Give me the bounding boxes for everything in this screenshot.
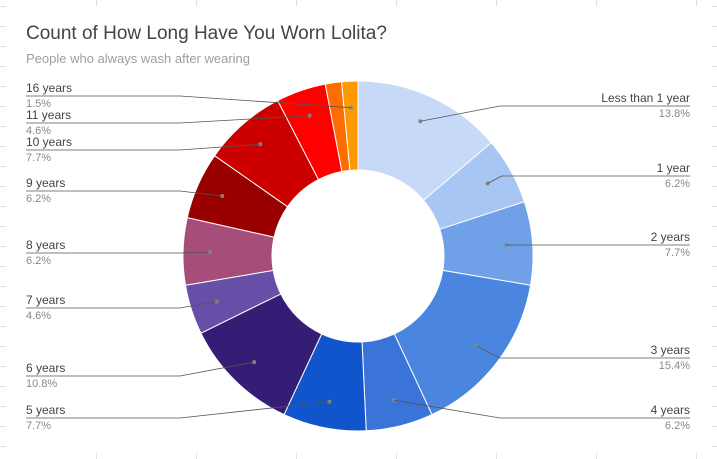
- slice-percent-label: 7.7%: [665, 247, 690, 259]
- slice-label: 1 year: [657, 161, 690, 175]
- donut-slice-3-years[interactable]: [393, 269, 532, 416]
- slice-percent-label: 4.6%: [26, 125, 51, 137]
- slice-percent-label: 10.8%: [26, 378, 57, 390]
- slice-percent-label: 15.4%: [659, 360, 690, 372]
- leader-line: [26, 301, 217, 309]
- leader-line: [26, 95, 352, 109]
- donut-slice-16-years[interactable]: [341, 80, 359, 171]
- leader-line: [26, 143, 261, 151]
- slice-percent-label: 13.8%: [659, 108, 690, 120]
- leader-line: [26, 115, 310, 124]
- slice-percent-label: 6.2%: [665, 178, 690, 190]
- slice-label: 7 years: [26, 293, 65, 307]
- chart-title: Count of How Long Have You Worn Lolita?: [26, 23, 387, 44]
- slice-percent-label: 6.2%: [26, 255, 51, 267]
- slice-label: 10 years: [26, 135, 72, 149]
- slice-percent-label: 6.2%: [26, 193, 51, 205]
- slice-label: 3 years: [651, 343, 690, 357]
- slice-percent-label: 7.7%: [26, 152, 51, 164]
- slice-label: Less than 1 year: [601, 91, 690, 105]
- chart-subtitle: People who always wash after wearing: [26, 51, 251, 66]
- slice-label: 6 years: [26, 361, 65, 375]
- slice-percent-label: 7.7%: [26, 420, 51, 432]
- slice-label: 16 years: [26, 81, 72, 95]
- slice-percent-label: 4.6%: [26, 310, 51, 322]
- slice-percent-label: 6.2%: [665, 420, 690, 432]
- slice-label: 11 years: [26, 108, 71, 122]
- leader-line: [26, 361, 255, 377]
- slice-label: 5 years: [26, 403, 65, 417]
- slice-percent-label: 1.5%: [26, 98, 51, 110]
- leader-line: [393, 399, 690, 419]
- slice-label: 2 years: [651, 230, 690, 244]
- slice-label: 4 years: [651, 403, 690, 417]
- slice-label: 9 years: [26, 176, 65, 190]
- leader-line: [26, 190, 223, 197]
- leader-line: [420, 105, 690, 122]
- slice-label: 8 years: [26, 238, 65, 252]
- leader-line: [475, 345, 690, 359]
- leader-line: [487, 175, 690, 184]
- leader-line: [26, 401, 330, 419]
- leader-line: [26, 251, 210, 254]
